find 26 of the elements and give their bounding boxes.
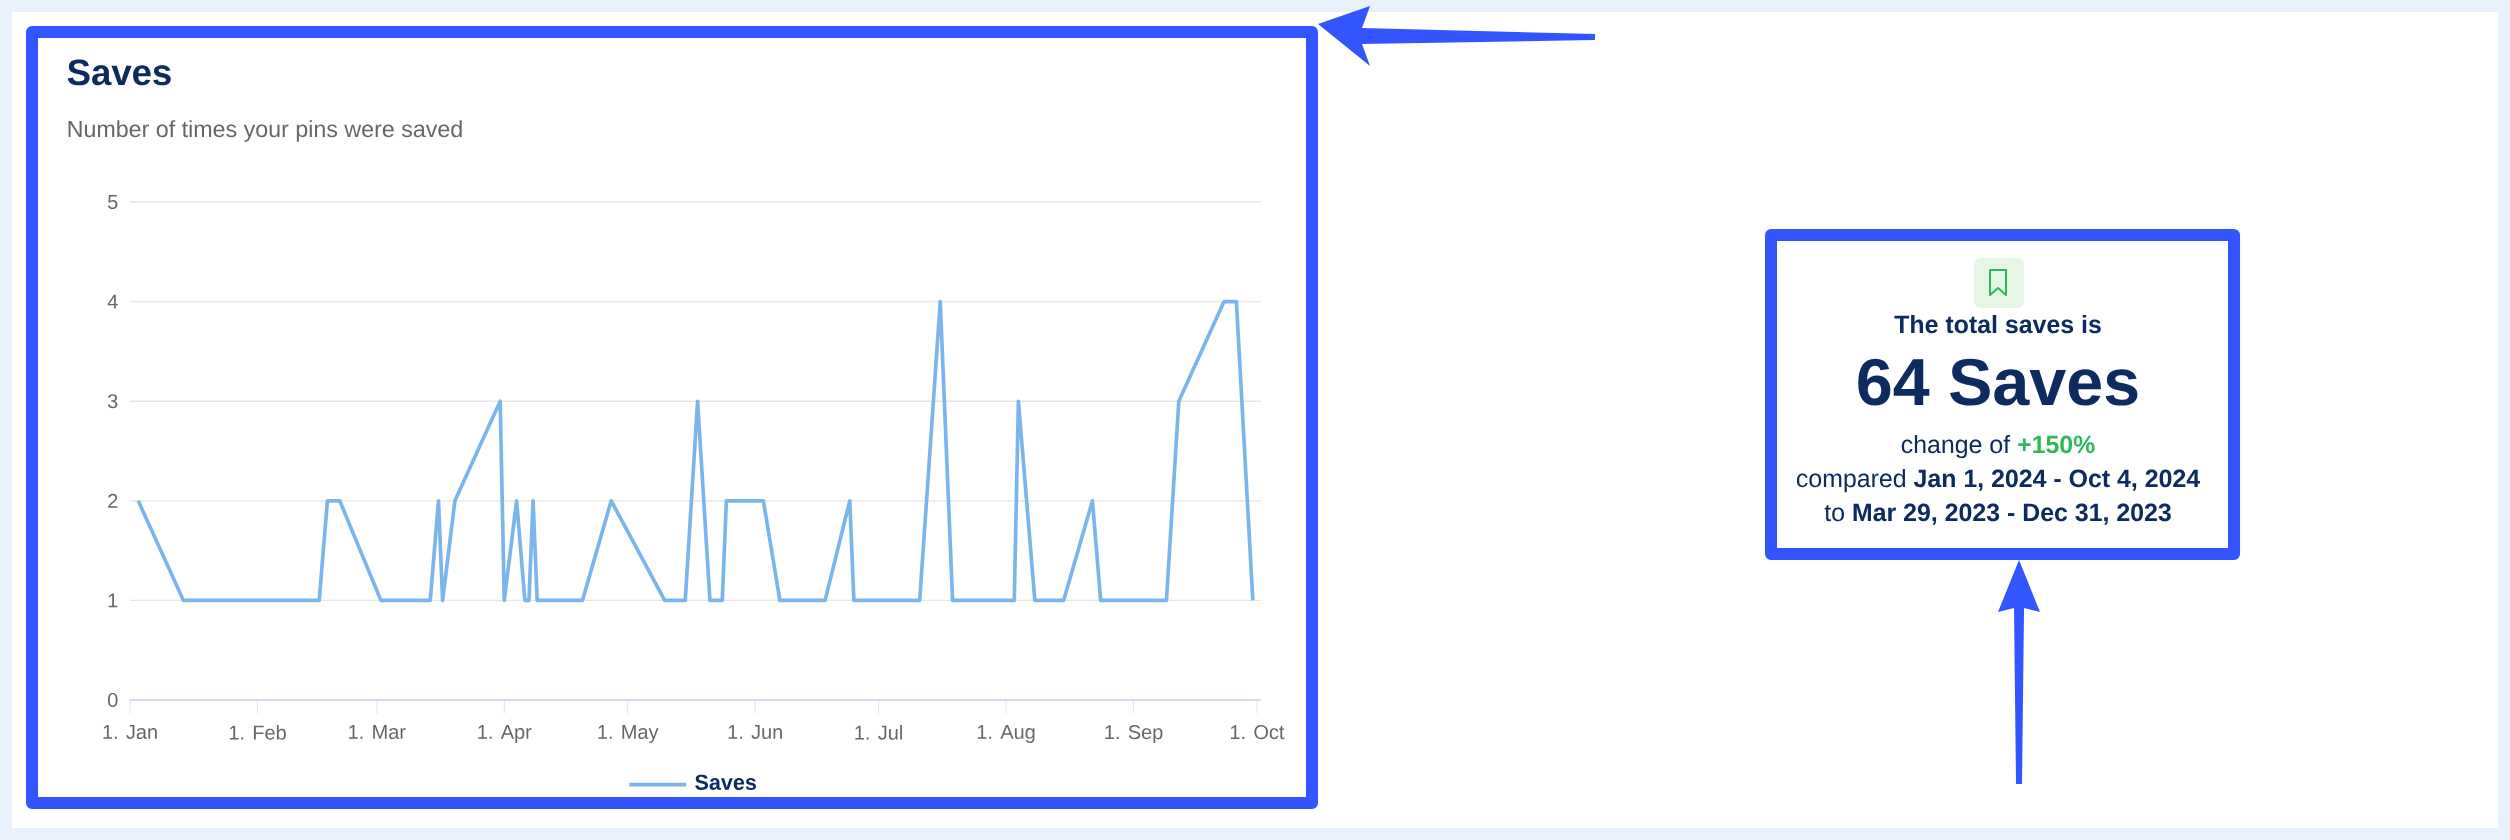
chart-title: Saves (67, 59, 171, 86)
y-tick-label: 2 (108, 493, 118, 508)
x-tick-label: 1. Apr (478, 725, 532, 743)
x-tick-label: 1. Jan (103, 725, 157, 739)
text: change of (1901, 434, 2011, 459)
x-tick-label: 1. Jun (728, 725, 782, 739)
y-tick-label: 5 (107, 195, 118, 209)
y-tick-label: 0 (107, 692, 118, 708)
text: +150% (2018, 435, 2095, 454)
x-tick-label: 1. Jul (855, 725, 902, 740)
text: compared Jan 1, 2024 - Oct 4, 2024 (1796, 468, 2200, 493)
chart-subtitle: Number of times your pins were saved (68, 120, 462, 142)
text: The total saves is (1894, 314, 2101, 334)
text: 64 Saves (1858, 358, 2138, 406)
x-tick-label: 1. Mar (349, 725, 406, 739)
legend-label: Saves (695, 774, 756, 790)
x-tick-label: 1. Oct (1230, 725, 1285, 740)
y-tick-label: 1 (108, 593, 118, 608)
line-series (136, 299, 1255, 603)
text: to Mar 29, 2023 - Dec 31, 2023 (1824, 503, 2171, 525)
x-tick-label: 1. Aug (977, 725, 1035, 743)
x-tick-label: 1. May (598, 725, 659, 743)
y-tick-label: 4 (107, 294, 118, 309)
x-tick-label: 1. Feb (229, 725, 286, 740)
y-tick-label: 3 (107, 394, 118, 409)
x-tick-label: 1. Sep (1105, 725, 1163, 744)
